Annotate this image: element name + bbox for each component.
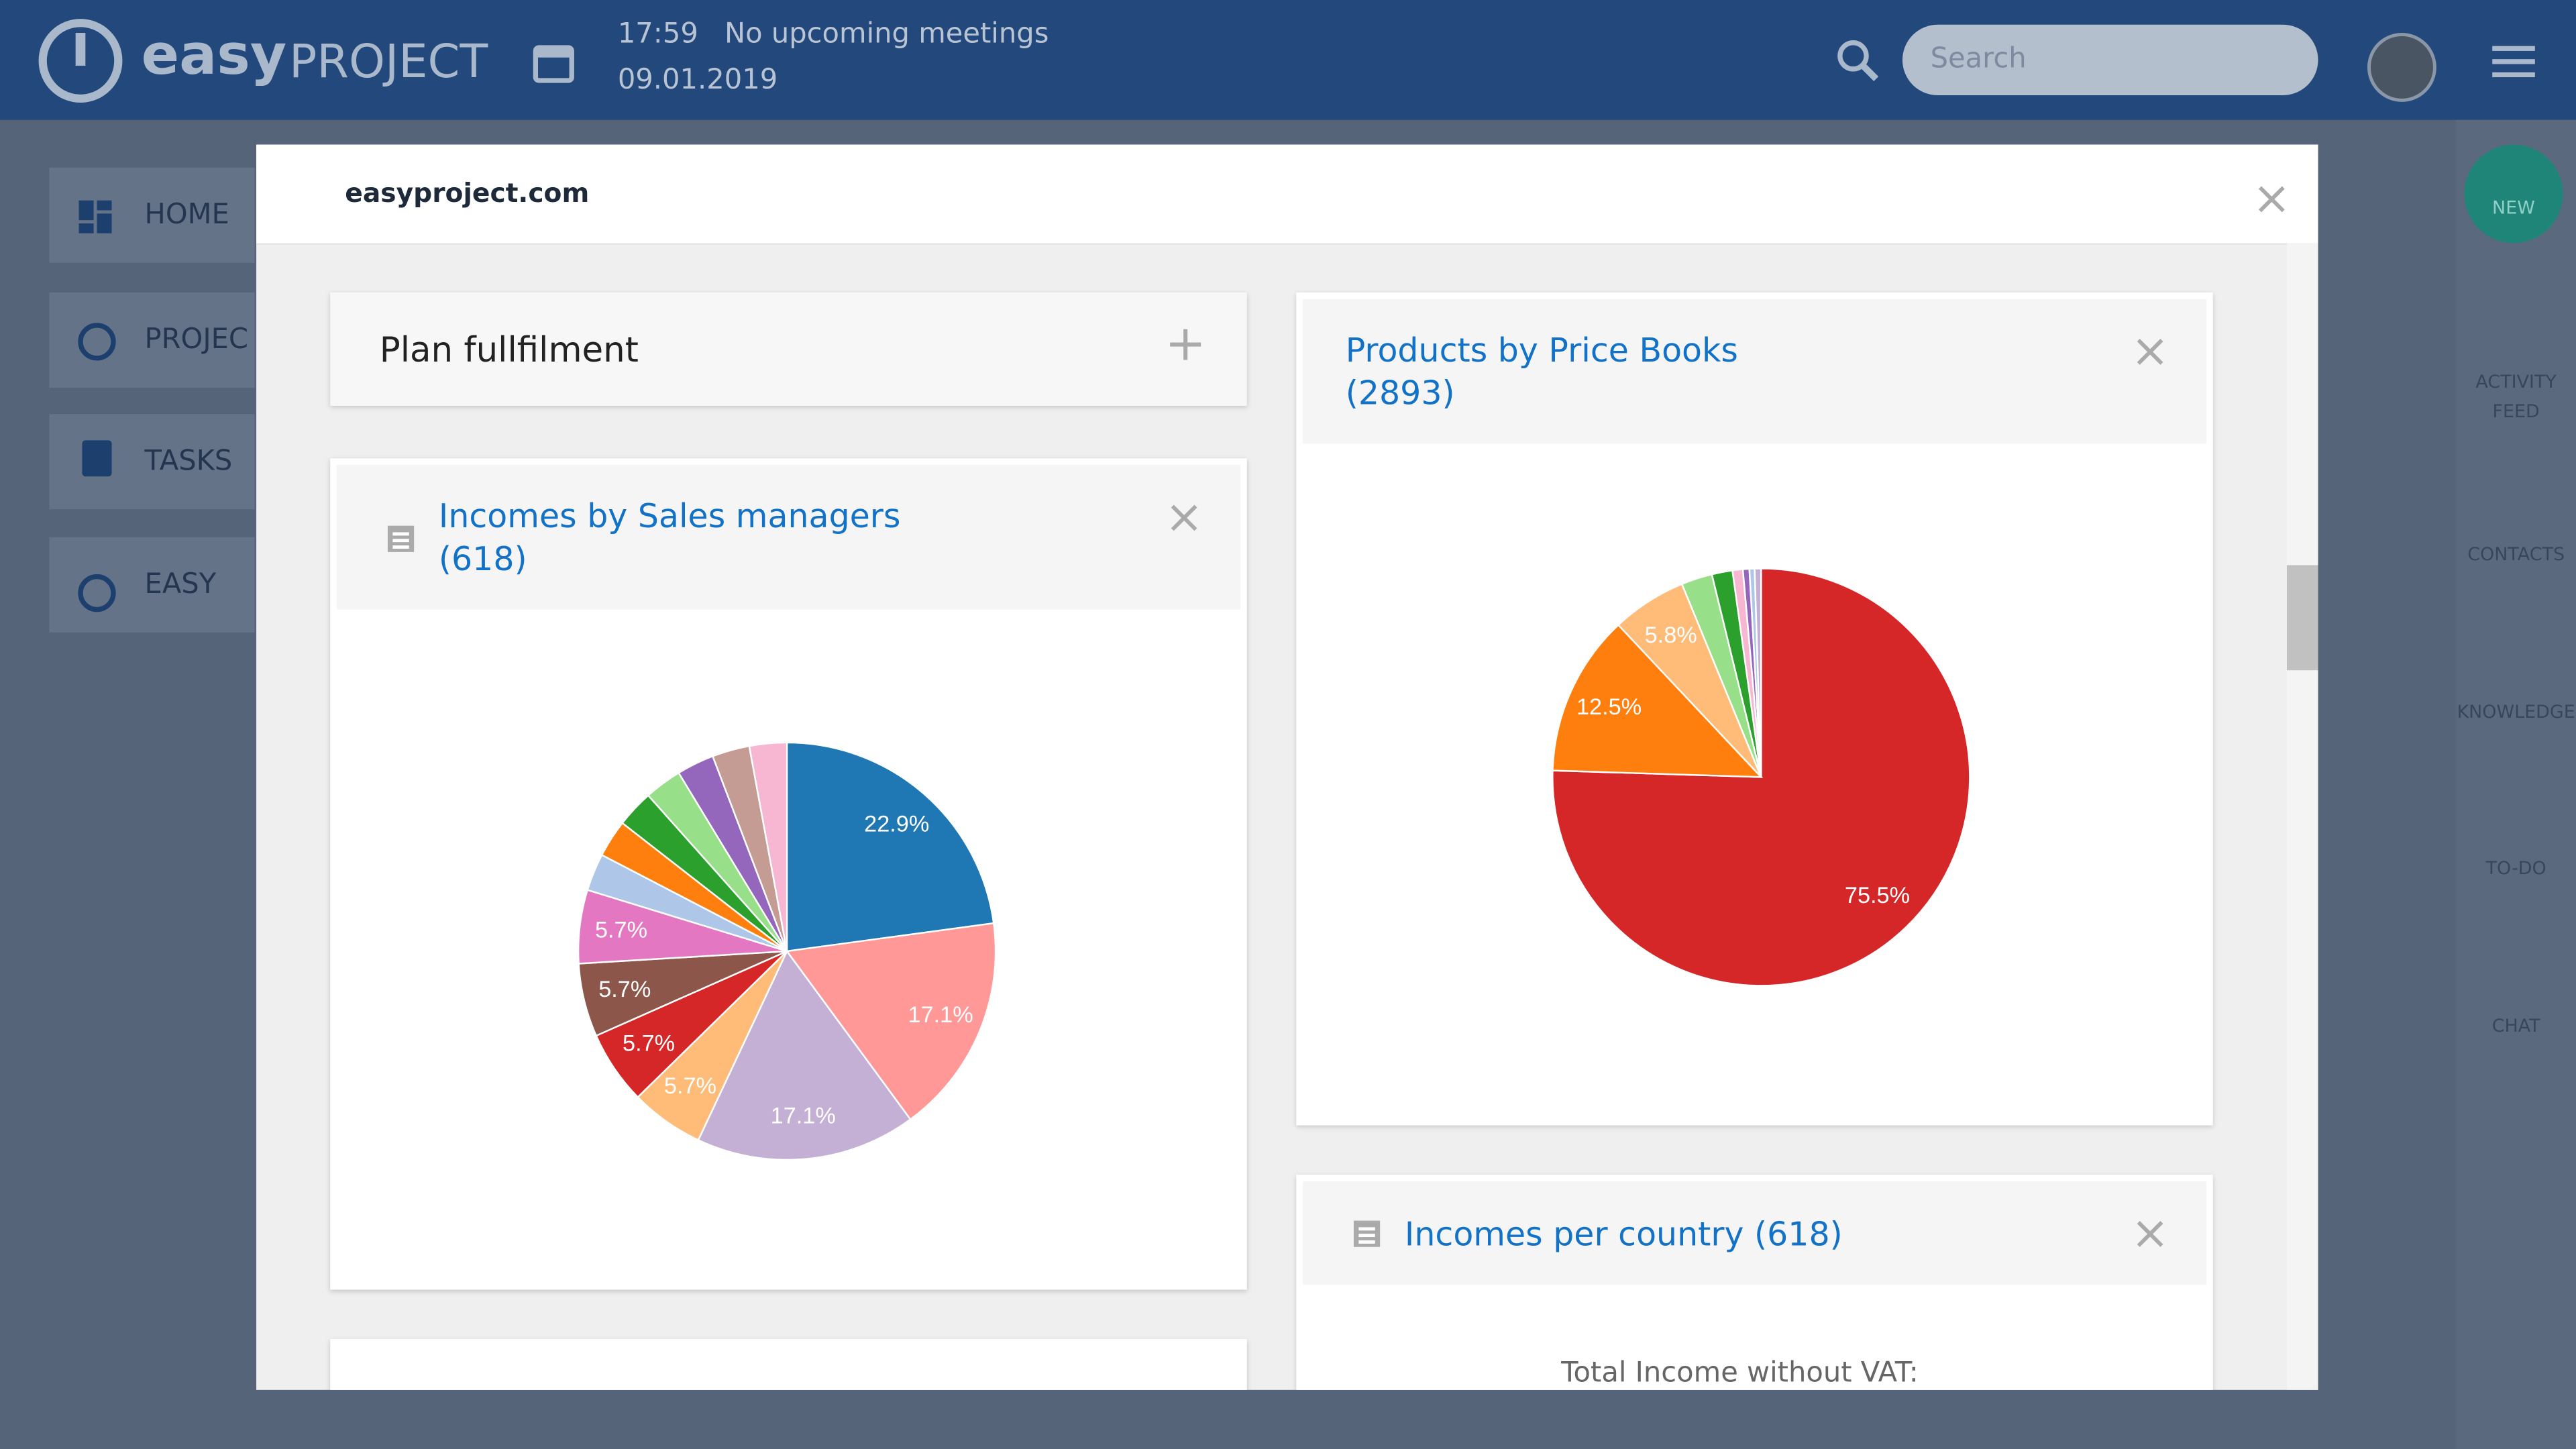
pie-slice [1552,568,1971,987]
slice-label: 17.1% [908,1002,973,1028]
date: 09.01.2019 [617,64,778,97]
pie-slice [748,741,788,952]
list-icon [387,525,415,552]
scroll-thumb[interactable] [2287,565,2318,671]
scrollbar[interactable] [2287,243,2318,1390]
avatar[interactable] [2367,32,2436,102]
close-button[interactable]: × [2252,170,2292,225]
close-widget[interactable]: × [2131,1205,2169,1260]
right-bar [2456,119,2576,1449]
widget-title[interactable]: Products by Price Books (2893) [1345,330,1738,413]
pie-slice [785,922,997,1121]
slice-label: 5.7% [595,917,647,943]
nav-icons [78,200,116,612]
pie-slice [1754,568,1762,777]
contacts[interactable]: CONTACTS [2467,543,2565,566]
logo-text: PROJECT [289,34,488,89]
modal-header [256,144,2318,245]
charts: 22.9% 17.1% 17.1% 5.7% 5.7% 5.7% 5.7% 75.5% 12.5… [577,568,1971,1161]
widget: Plan fullfilment + [330,292,1247,406]
add-button[interactable]: + [1165,315,1206,373]
widget-title[interactable]: Incomes by Sales managers (618) [438,496,901,579]
modal-title: easyproject.com [345,177,590,209]
meetings[interactable]: No upcoming meetings [724,17,1049,51]
slice-label: 5.8% [1645,623,1697,648]
widget-title[interactable]: Incomes per country (618) [1404,1214,1843,1254]
pie-slice [786,741,995,953]
widget: Incomes per country (618) × Total Income… [1296,1175,2213,1390]
to-do[interactable]: TO-DO [2485,857,2546,879]
search-icon[interactable] [1833,36,1882,85]
widget-header [337,465,1240,610]
list-icon [1353,1220,1381,1247]
activity-feed[interactable]: ACTIVITY FEED [2475,371,2557,423]
time: 17:59 [617,17,698,51]
close-widget[interactable]: × [2131,323,2169,378]
slice-label: 12.5% [1576,694,1642,720]
slice-label: 5.7% [664,1073,716,1099]
modal: easyproject.com × Plan fullfilment + Inc… [256,144,2318,1390]
slice-label: 17.1% [771,1104,836,1129]
pie-slice [697,949,912,1161]
slice-label: 5.7% [623,1031,675,1057]
close-widget[interactable]: × [1165,489,1203,544]
widget-text: Total Income without VAT: [1561,1356,1919,1390]
calendar-icon[interactable] [532,40,578,86]
pie-slice [1552,623,1764,778]
widget-title: Plan fullfilment [379,330,639,370]
search-box[interactable]: Search [1902,24,2318,96]
logo-icon [38,19,123,103]
nav-projects[interactable]: PROJEC [49,292,255,388]
chat[interactable]: CHAT [2491,1015,2540,1037]
knowledge[interactable]: KNOWLEDGE [2457,701,2575,723]
new-button[interactable]: NEW [2464,144,2563,244]
widget-header [1303,1181,2207,1285]
logo-text: easy [141,23,287,89]
widget-header [1303,299,2207,444]
menu-icon[interactable] [2492,43,2538,79]
slice-label: 5.7% [598,977,651,1002]
slice-label: 22.9% [864,812,929,837]
slice-label: 75.5% [1845,883,1910,908]
widget [330,1338,1247,1390]
